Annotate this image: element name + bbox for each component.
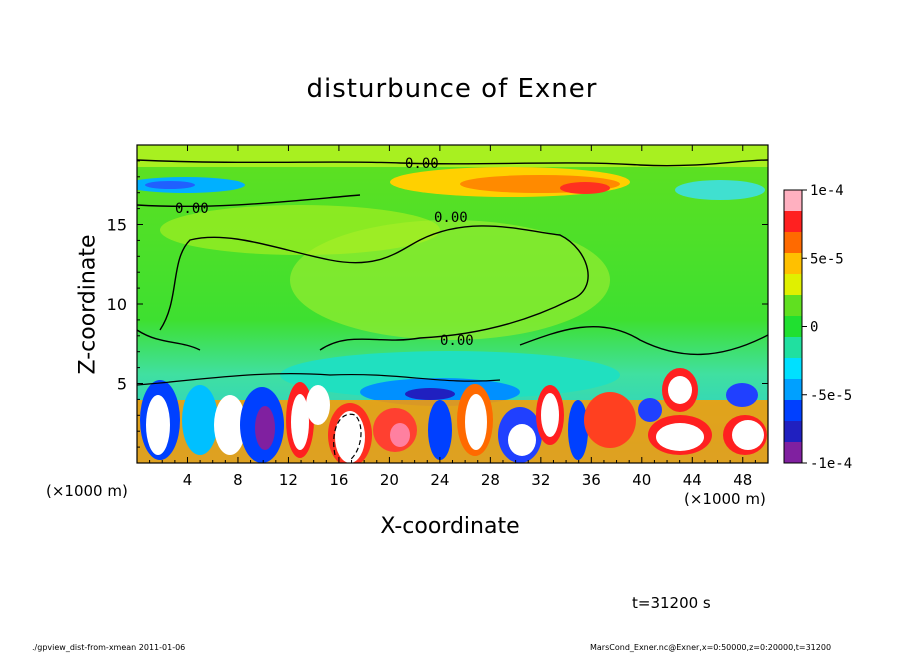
contour-label: 0.00 [434, 210, 468, 226]
x-tick-label: 36 [582, 471, 601, 489]
x-axis: 4 8 12 16 20 24 28 32 36 40 44 48 [149, 145, 756, 489]
colorbar-swatch [784, 232, 802, 254]
colorbar-swatch [784, 253, 802, 275]
x-tick-label: 44 [683, 471, 702, 489]
colorbar-tick-label: 5e-5 [810, 251, 844, 267]
y-tick-label: 10 [107, 295, 127, 314]
x-tick-label: 20 [380, 471, 399, 489]
y-axis-label: Z-coordinate [75, 234, 101, 375]
colorbar-swatch [784, 442, 802, 464]
colorbar-swatch [784, 358, 802, 380]
footer-left-text: ./gpview_dist-from-xmean 2011-01-06 [32, 643, 186, 652]
x-tick-label: 16 [329, 471, 348, 489]
x-unit-label-left: (×1000 m) [46, 482, 128, 500]
colorbar-tick-label: -5e-5 [810, 388, 852, 404]
contour-label: 0.00 [405, 156, 439, 172]
x-tick-label: 4 [183, 471, 193, 489]
x-tick-label: 48 [733, 471, 752, 489]
colorbar-swatch [784, 295, 802, 317]
heatmap-field [137, 145, 768, 463]
contour-label: 0.00 [175, 201, 209, 217]
contour-label: 0.00 [440, 333, 474, 349]
y-axis: 5 10 15 [107, 160, 768, 448]
footer-right-text: MarsCond_Exner.nc@Exner,x=0:50000,z=0:20… [590, 643, 832, 652]
colorbar-swatch [784, 274, 802, 296]
colorbar-swatch [784, 316, 802, 338]
x-tick-label: 40 [632, 471, 651, 489]
colorbar-swatch [784, 400, 802, 422]
x-tick-label: 32 [531, 471, 550, 489]
y-tick-label: 5 [117, 375, 127, 394]
colorbar-tick-label: 0 [810, 320, 818, 336]
colorbar-tick-label: 1e-4 [810, 183, 844, 199]
chart-title: disturbunce of Exner [306, 74, 598, 104]
x-tick-label: 24 [430, 471, 449, 489]
colorbar-swatch [784, 337, 802, 359]
x-tick-label: 12 [279, 471, 298, 489]
x-tick-label: 28 [481, 471, 500, 489]
time-label: t=31200 s [632, 594, 711, 612]
colorbar-swatch [784, 190, 802, 212]
colorbar: 1e-4 5e-5 0 -5e-5 -1e-4 [783, 183, 852, 472]
x-tick-label: 8 [233, 471, 243, 489]
y-tick-label: 15 [107, 216, 127, 235]
colorbar-swatch [784, 211, 802, 233]
colorbar-swatch [784, 379, 802, 401]
colorbar-swatch [784, 421, 802, 443]
x-axis-label: X-coordinate [380, 514, 520, 539]
x-unit-label-right: (×1000 m) [684, 490, 766, 508]
colorbar-tick-label: -1e-4 [810, 456, 852, 472]
